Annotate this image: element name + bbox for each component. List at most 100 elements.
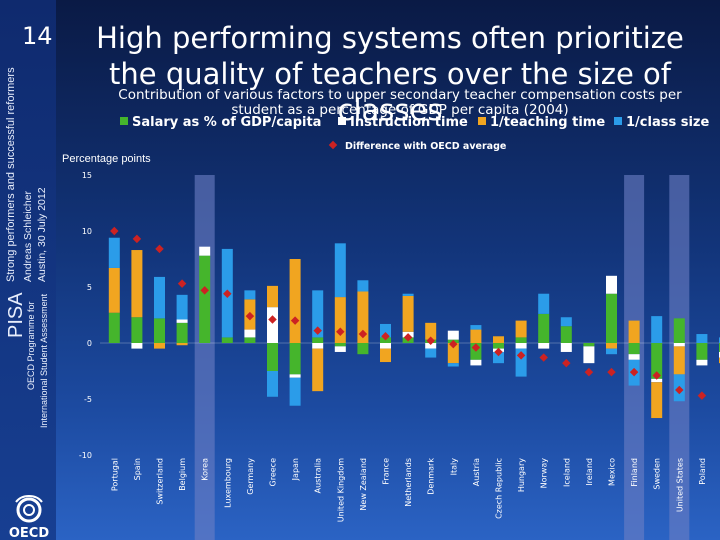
difference-marker bbox=[607, 367, 616, 377]
bar-segment bbox=[289, 259, 301, 343]
bar-segment bbox=[606, 343, 617, 349]
difference-marker bbox=[155, 244, 164, 254]
x-tick-label: Italy bbox=[449, 458, 458, 476]
chart-legend: Salary as % of GDP/capita Instruction ti… bbox=[120, 115, 720, 133]
y-tick-label: -5 bbox=[84, 395, 92, 404]
x-tick-label: United Kingdom bbox=[336, 458, 345, 522]
y-tick-label: 10 bbox=[82, 227, 92, 236]
legend-swatch-instruction bbox=[338, 117, 346, 125]
x-tick-label: Luxembourg bbox=[223, 458, 232, 508]
bar-segment bbox=[402, 295, 414, 332]
bar-segment bbox=[108, 237, 120, 268]
bar-segment bbox=[108, 312, 120, 343]
bar-segment bbox=[267, 307, 278, 343]
x-tick-label: Belgium bbox=[178, 458, 187, 491]
difference-marker bbox=[200, 286, 209, 295]
legend-item-teaching: 1/teaching time bbox=[478, 115, 605, 130]
bar-segment bbox=[244, 290, 256, 300]
bar-segment bbox=[493, 336, 504, 343]
x-tick-label: Hungary bbox=[517, 458, 526, 492]
difference-marker bbox=[381, 332, 390, 341]
difference-marker bbox=[426, 336, 435, 346]
bar-segment bbox=[244, 337, 256, 343]
bar-segment bbox=[131, 250, 143, 318]
bar-segment bbox=[560, 317, 572, 327]
legend-label-classsize: 1/class size bbox=[626, 115, 710, 130]
x-tick-label: New Zealand bbox=[359, 458, 368, 511]
legend-item-instruction: Instruction time bbox=[338, 115, 468, 130]
y-tick-label: 15 bbox=[82, 171, 92, 180]
legend-item-classsize: 1/class size bbox=[614, 115, 709, 130]
bar-segment bbox=[289, 374, 301, 378]
difference-marker bbox=[629, 367, 639, 377]
x-tick-label: Denmark bbox=[427, 458, 436, 495]
x-tick-label: Spain bbox=[133, 458, 142, 480]
difference-marker bbox=[336, 327, 345, 337]
bar-segment bbox=[357, 343, 369, 355]
x-tick-label: Greece bbox=[269, 458, 278, 487]
difference-marker bbox=[697, 391, 707, 400]
bar-segment bbox=[312, 343, 324, 349]
legend-item-salary: Salary as % of GDP/capita bbox=[120, 115, 321, 130]
x-tick-label: Portugal bbox=[110, 458, 119, 491]
difference-marker bbox=[110, 226, 119, 236]
bar-segment bbox=[493, 351, 504, 364]
difference-marker bbox=[449, 339, 458, 349]
bar-segment bbox=[673, 346, 685, 375]
oecd-logo: OECD bbox=[9, 495, 49, 540]
bar-segment bbox=[606, 275, 617, 294]
bar-segment bbox=[673, 343, 685, 347]
bar-segment bbox=[312, 348, 324, 392]
x-tick-label: Finland bbox=[630, 458, 639, 487]
bar-segment bbox=[267, 285, 278, 308]
difference-marker bbox=[177, 279, 187, 288]
bar-segment bbox=[425, 348, 437, 358]
bar-segment bbox=[221, 337, 233, 343]
x-tick-label: Netherlands bbox=[404, 458, 413, 507]
legend-label-salary: Salary as % of GDP/capita bbox=[132, 115, 322, 130]
x-tick-label: Iceland bbox=[562, 458, 571, 487]
bar-segment bbox=[628, 343, 640, 355]
x-tick-label: Austria bbox=[472, 458, 481, 486]
x-tick-label: Mexico bbox=[608, 458, 617, 486]
legend-label-teaching: 1/teaching time bbox=[490, 115, 606, 130]
y-tick-label: 5 bbox=[87, 283, 92, 292]
bar-segment bbox=[538, 343, 550, 349]
sidebar: Strong performers and successful reforme… bbox=[0, 0, 56, 540]
bar-segment bbox=[176, 322, 188, 343]
bar-segment bbox=[538, 293, 550, 314]
difference-marker bbox=[494, 347, 503, 357]
bar-segment bbox=[402, 293, 414, 296]
bar-segment bbox=[289, 343, 301, 375]
bar-segment bbox=[357, 280, 369, 292]
legend-item-difference: Difference with OECD average bbox=[328, 140, 506, 152]
bar-segment bbox=[334, 297, 346, 343]
bar-segment bbox=[267, 343, 278, 371]
bar-segment bbox=[515, 320, 527, 338]
bar-segment bbox=[651, 378, 663, 383]
page-number: 14 bbox=[22, 22, 53, 50]
bar-segment bbox=[289, 377, 301, 406]
x-tick-label: Norway bbox=[540, 458, 549, 489]
difference-marker bbox=[562, 358, 571, 368]
bar-segment bbox=[696, 334, 708, 343]
bar-segment bbox=[312, 290, 324, 338]
difference-marker bbox=[675, 385, 684, 395]
bar-segment bbox=[447, 363, 459, 367]
bar-segment bbox=[154, 276, 165, 319]
bar-segment bbox=[606, 293, 617, 343]
bar-segment bbox=[176, 319, 188, 323]
bar-segment bbox=[583, 343, 595, 347]
bar-segment bbox=[244, 329, 256, 338]
difference-marker bbox=[290, 316, 300, 325]
y-axis-title: Percentage points bbox=[62, 153, 151, 165]
bar-segment bbox=[131, 343, 143, 349]
difference-marker bbox=[584, 367, 594, 377]
difference-marker bbox=[313, 326, 322, 335]
bar-segment bbox=[606, 348, 617, 355]
x-tick-label: Poland bbox=[698, 458, 707, 485]
legend-label-instruction: Instruction time bbox=[350, 115, 468, 130]
bar-segment bbox=[380, 348, 391, 363]
bar-segment bbox=[176, 294, 188, 320]
